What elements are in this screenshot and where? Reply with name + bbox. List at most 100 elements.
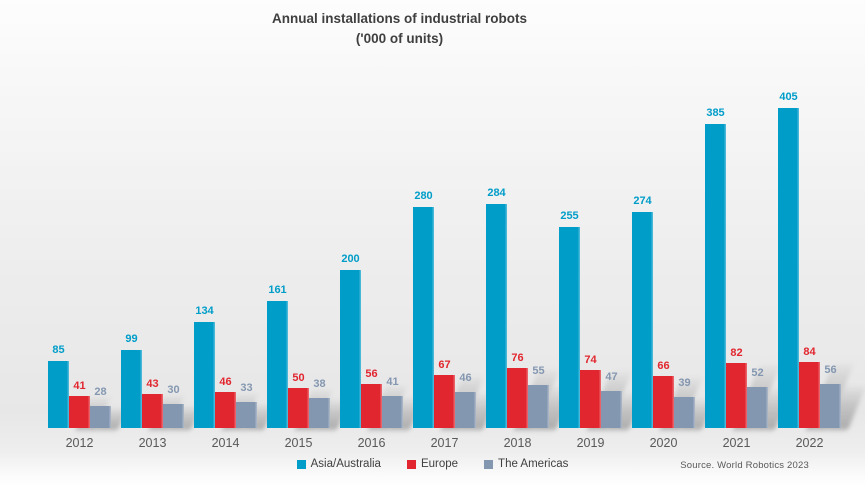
legend-swatch-asia-australia-icon: [296, 459, 306, 469]
asia-australia-bar-2012: [48, 361, 69, 428]
the-americas-bar-2022: [820, 384, 841, 428]
europe-bar-2014: [215, 392, 236, 428]
europe-value-label-2019: 74: [584, 354, 597, 366]
legend-item-the-americas: The Americas: [484, 458, 568, 470]
asia-australia-bar-2016: [340, 270, 361, 428]
the-americas-bar-2019: [601, 391, 622, 428]
source-note: Source. World Robotics 2023: [680, 460, 809, 471]
bar-group-2013: 99 43 30 2013: [121, 108, 201, 450]
legend-item-europe: Europe: [406, 458, 459, 470]
x-axis-label-2013: 2013: [138, 436, 167, 450]
the-americas-value-label-2020: 39: [678, 377, 691, 389]
x-axis-label-2017: 2017: [430, 436, 459, 450]
the-americas-bar-2021: [747, 387, 768, 428]
bar-group-2015: 161 50 38 2015: [267, 108, 350, 450]
the-americas-bar-2018: [528, 385, 549, 428]
bar-group-2017: 280 67 46 2017: [413, 108, 498, 450]
europe-bar-2012: [69, 396, 90, 428]
europe-bar-2022: [799, 362, 820, 428]
europe-bar-2016: [361, 384, 382, 428]
legend-item-asia-australia: Asia/Australia: [296, 458, 381, 470]
chart-title-line2: ('000 of units): [355, 31, 444, 47]
asia-australia-value-label-2013: 99: [125, 333, 138, 345]
europe-bar-2017: [434, 375, 455, 428]
x-axis-label-2015: 2015: [284, 436, 313, 450]
x-axis-label-2016: 2016: [357, 436, 386, 450]
europe-value-label-2013: 43: [146, 378, 159, 390]
bar-group-2014: 134 46 33 2014: [194, 108, 275, 450]
the-americas-value-label-2016: 41: [386, 376, 399, 388]
the-americas-value-label-2015: 38: [313, 378, 326, 390]
legend-label-asia-australia: Asia/Australia: [310, 458, 381, 470]
the-americas-bar-2015: [309, 398, 330, 428]
asia-australia-bar-2021: [705, 124, 726, 428]
x-axis-label-2021: 2021: [722, 436, 751, 450]
x-axis-label-2014: 2014: [211, 436, 240, 450]
asia-australia-bar-2014: [194, 322, 215, 428]
x-axis-label-2019: 2019: [576, 436, 605, 450]
asia-australia-value-label-2018: 284: [487, 187, 506, 199]
europe-value-label-2016: 56: [365, 368, 378, 380]
the-americas-bar-2012: [90, 406, 111, 428]
europe-bar-2015: [288, 388, 309, 428]
asia-australia-bar-2013: [121, 350, 142, 428]
the-americas-value-label-2017: 46: [459, 372, 472, 384]
asia-australia-bar-2019: [559, 227, 580, 428]
asia-australia-value-label-2020: 274: [633, 195, 652, 207]
bar-group-2022: 405 84 56 2022: [778, 91, 865, 450]
europe-bar-2019: [580, 370, 601, 428]
europe-bar-2018: [507, 368, 528, 428]
asia-australia-bar-2017: [413, 207, 434, 428]
europe-value-label-2020: 66: [657, 360, 670, 372]
europe-value-label-2018: 76: [511, 352, 524, 364]
the-americas-bar-2020: [674, 397, 695, 428]
x-axis-label-2022: 2022: [795, 436, 824, 450]
chart-title-line1: Annual installations of industrial robot…: [271, 11, 527, 26]
the-americas-value-label-2012: 28: [94, 386, 107, 398]
bar-group-2019: 255 74 47 2019: [559, 108, 644, 450]
europe-value-label-2015: 50: [292, 372, 305, 384]
europe-value-label-2017: 67: [438, 359, 451, 371]
asia-australia-bar-2015: [267, 301, 288, 428]
asia-australia-value-label-2019: 255: [560, 210, 579, 222]
asia-australia-value-label-2021: 385: [706, 107, 725, 119]
the-americas-value-label-2022: 56: [824, 364, 837, 376]
chart-title: Annual installations of industrial robot…: [0, 9, 799, 50]
the-americas-bar-2014: [236, 402, 257, 428]
legend: Asia/Australia Europe The Americas: [0, 458, 865, 470]
bar-group-2020: 274 66 39 2020: [632, 108, 715, 450]
europe-value-label-2014: 46: [219, 376, 232, 388]
asia-australia-value-label-2012: 85: [52, 344, 65, 356]
europe-value-label-2022: 84: [803, 346, 816, 358]
bar-group-2016: 200 56 41 2016: [340, 108, 423, 450]
the-americas-value-label-2013: 30: [167, 384, 180, 396]
the-americas-value-label-2018: 55: [532, 365, 545, 377]
asia-australia-bar-2020: [632, 212, 653, 428]
asia-australia-value-label-2016: 200: [341, 253, 360, 265]
the-americas-bar-2016: [382, 396, 403, 428]
legend-swatch-europe-icon: [406, 459, 416, 469]
the-americas-value-label-2014: 33: [240, 382, 253, 394]
the-americas-value-label-2021: 52: [751, 367, 764, 379]
x-axis-label-2020: 2020: [649, 436, 678, 450]
asia-australia-bar-2022: [778, 108, 799, 428]
europe-bar-2013: [142, 394, 163, 428]
bar-group-2021: 385 82 52 2021: [705, 107, 792, 450]
europe-bar-2020: [653, 376, 674, 428]
legend-label-europe: Europe: [420, 458, 459, 470]
x-axis-label-2018: 2018: [503, 436, 532, 450]
bar-group-2018: 284 76 55 2018: [486, 108, 574, 450]
the-americas-bar-2017: [455, 392, 476, 428]
asia-australia-value-label-2022: 405: [779, 91, 798, 103]
legend-label-the-americas: The Americas: [498, 458, 569, 470]
chart-plot: 85 41 28 2012 99 43 30 2013 134 46 33 2014 161 50 38 20…: [48, 91, 865, 450]
asia-australia-bar-2018: [486, 204, 507, 428]
europe-value-label-2021: 82: [730, 347, 743, 359]
europe-bar-2021: [726, 363, 747, 428]
the-americas-value-label-2019: 47: [605, 371, 618, 383]
legend-swatch-the-americas-icon: [484, 459, 494, 469]
x-axis-label-2012: 2012: [65, 436, 94, 450]
asia-australia-value-label-2017: 280: [414, 190, 433, 202]
europe-value-label-2012: 41: [73, 380, 86, 392]
